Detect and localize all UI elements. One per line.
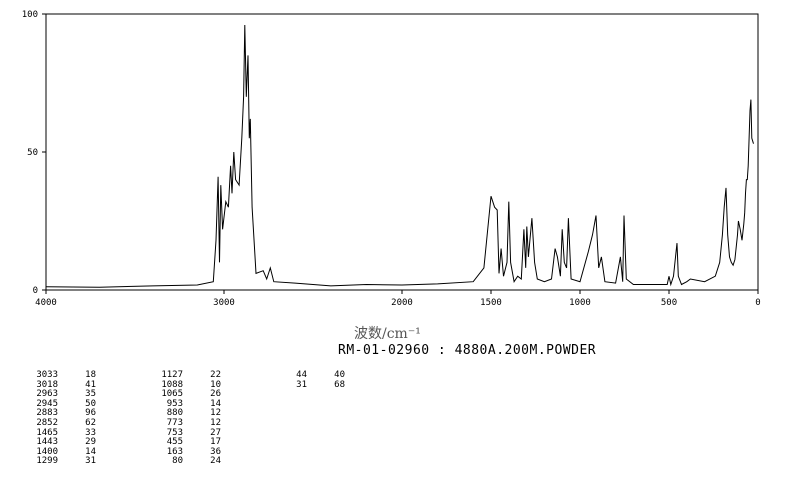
plot-frame (45, 13, 759, 291)
peak-intensity: 14 (210, 398, 221, 409)
x-tick-label: 3000 (213, 298, 235, 308)
spectrum-line (45, 24, 754, 288)
peak-wavenumber: 1465 (36, 427, 58, 438)
peak-row: 1400 14 (36, 446, 96, 458)
peak-row: 455 17 (161, 438, 221, 448)
x-tick-label: 1500 (480, 298, 502, 308)
peak-wavenumber: 1299 (36, 456, 58, 467)
peak-wavenumber: 1127 (161, 370, 183, 380)
peak-row: 3018 41 (36, 379, 96, 391)
peak-row: 880 12 (161, 409, 221, 419)
peak-row: 1443 29 (36, 438, 96, 448)
peak-row: 1088 10 (161, 379, 221, 391)
peak-intensity: 31 (85, 456, 96, 467)
y-tick-label: 100 (22, 10, 38, 20)
peak-intensity: 35 (85, 389, 96, 400)
peak-table-column: 3033 18 3018 41 2963 35 2945 50 2883 96 2852 62 1465… (36, 370, 96, 467)
peak-wavenumber: 1088 (161, 379, 183, 390)
peak-row: 3033 18 (36, 370, 96, 381)
y-tick-label: 50 (27, 148, 38, 158)
y-tick-label: 0 (33, 286, 38, 296)
peak-wavenumber: 80 (172, 456, 183, 467)
peak-wavenumber: 753 (166, 427, 183, 438)
peak-intensity: 12 (210, 417, 221, 428)
peak-intensity: 18 (85, 370, 96, 380)
peak-intensity: 29 (85, 437, 96, 448)
peak-row: 1065 26 (161, 390, 221, 400)
peak-table-column: 44 40 31 68 (285, 370, 345, 391)
x-tick-label: 1000 (569, 298, 591, 308)
x-tick-label: 4000 (35, 298, 57, 308)
peak-wavenumber: 2945 (36, 398, 58, 409)
peak-wavenumber: 455 (166, 437, 183, 448)
peak-intensity: 36 (210, 446, 221, 457)
peak-intensity: 50 (85, 398, 96, 409)
peak-row: 1299 31 (36, 457, 96, 467)
peak-wavenumber: 3018 (36, 379, 58, 390)
peak-wavenumber: 773 (166, 417, 183, 428)
peak-intensity: 41 (85, 379, 96, 390)
peak-intensity: 14 (85, 446, 96, 457)
peak-wavenumber: 1400 (36, 446, 58, 457)
peak-wavenumber: 44 (296, 370, 307, 380)
x-axis-label: 波数/cm⁻¹ (354, 326, 421, 342)
peak-row: 773 12 (161, 417, 221, 429)
peak-intensity: 24 (210, 456, 221, 467)
x-tick-label: 500 (661, 298, 677, 308)
peak-row: 953 14 (161, 398, 221, 410)
peak-intensity: 96 (85, 408, 96, 419)
peak-wavenumber: 2852 (36, 417, 58, 428)
peak-wavenumber: 1443 (36, 437, 58, 448)
peak-intensity: 22 (210, 370, 221, 380)
peak-intensity: 62 (85, 417, 96, 428)
peak-row: 163 36 (161, 446, 221, 458)
peak-wavenumber: 3033 (36, 370, 58, 380)
peak-intensity: 33 (85, 427, 96, 438)
peak-intensity: 26 (210, 389, 221, 400)
peak-wavenumber: 2883 (36, 408, 58, 419)
x-tick-label: 2000 (391, 298, 413, 308)
peak-row: 31 68 (285, 379, 345, 391)
peak-wavenumber: 163 (166, 446, 183, 457)
peak-intensity: 27 (210, 427, 221, 438)
x-tick-label: 0 (755, 298, 760, 308)
peak-wavenumber: 2963 (36, 389, 58, 400)
peak-row: 1127 22 (161, 370, 221, 381)
spectrum-chart: 0 50 100 4000 3000 2000 1500 1000 500 0 (22, 10, 761, 308)
peak-intensity: 68 (334, 379, 345, 390)
sample-label: RM-01-02960 : 4880A.200M.POWDER (338, 343, 597, 358)
peak-wavenumber: 953 (166, 398, 183, 409)
peak-wavenumber: 880 (166, 408, 183, 419)
peak-wavenumber: 31 (296, 379, 307, 390)
peak-row: 44 40 (285, 370, 345, 381)
peak-row: 2852 62 (36, 417, 96, 429)
peak-table-column: 1127 22 1088 10 1065 26 953 14 880 12 773 12 753 27 45… (161, 370, 221, 467)
peak-row: 753 27 (161, 427, 221, 439)
peak-row: 80 24 (161, 457, 221, 467)
peak-row: 1465 33 (36, 427, 96, 439)
peak-row: 2945 50 (36, 398, 96, 410)
peak-row: 2883 96 (36, 409, 96, 419)
peak-intensity: 40 (334, 370, 345, 380)
peak-intensity: 17 (210, 437, 221, 448)
peak-row: 2963 35 (36, 390, 96, 400)
peak-intensity: 10 (210, 379, 221, 390)
peak-intensity: 12 (210, 408, 221, 419)
peak-wavenumber: 1065 (161, 389, 183, 400)
